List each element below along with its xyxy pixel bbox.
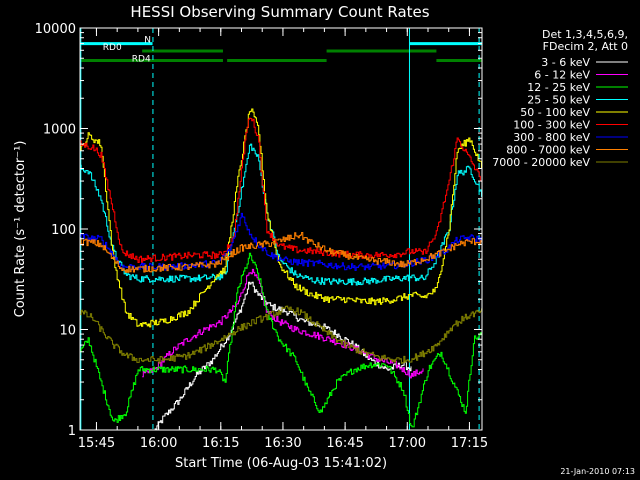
flag-rd4-label: RD4	[132, 54, 151, 64]
legend-label-25-50-kev: 25 - 50 keV	[527, 94, 590, 107]
legend-label-12-25-kev: 12 - 25 keV	[527, 81, 590, 94]
legend-label-800-7000-kev: 800 - 7000 keV	[506, 144, 590, 157]
y-tick-label-10: 10	[59, 324, 76, 339]
legend-label-7000-20000-kev: 7000 - 20000 keV	[492, 156, 590, 169]
x-tick-label-17-00: 17:00	[389, 436, 426, 451]
series-layer	[80, 108, 482, 431]
x-tick-label-16-15: 16:15	[202, 436, 239, 451]
x-tick-label-15-45: 15:45	[78, 436, 115, 451]
flag-n-label: N	[144, 36, 151, 46]
x-tick-label-16-45: 16:45	[326, 436, 363, 451]
y-tick-label-1: 1	[68, 424, 76, 439]
legend-label-3-6-kev: 3 - 6 keV	[541, 56, 590, 69]
series-12-25-kev	[80, 252, 482, 428]
series-7000-20000-kev	[80, 305, 482, 364]
series-800-7000-kev	[80, 232, 482, 273]
flag-rd0-label: RD0	[103, 43, 122, 53]
legend-label-6-12-kev: 6 - 12 keV	[534, 69, 590, 82]
legend-label-100-300-kev: 100 - 300 keV	[513, 119, 590, 132]
series-6-12-kev	[142, 268, 424, 379]
y-tick-label-1000: 1000	[43, 123, 76, 138]
series-50-100-kev	[80, 108, 482, 328]
legend-label-50-100-kev: 50 - 100 keV	[520, 106, 590, 119]
legend-header-line-0: Det 1,3,4,5,6,9,	[542, 28, 628, 41]
y-axis-label: Count Rate (s⁻¹ detector⁻¹)	[13, 141, 28, 318]
y-tick-label-100: 100	[51, 223, 76, 238]
series-100-300-kev	[80, 117, 482, 263]
x-tick-label-16-00: 16:00	[140, 436, 177, 451]
legend-header-line-1: FDecim 2, Att 0	[543, 40, 628, 53]
x-tick-label-16-30: 16:30	[264, 436, 301, 451]
axis-layer: 1 10 100 1000 10000 15:45 16:00 16:15 16:30 16:45…	[35, 22, 489, 451]
series-25-50-kev	[80, 143, 482, 286]
footer-date: 21-Jan-2010 07:13	[560, 467, 635, 476]
x-axis-label: Start Time (06-Aug-03 15:41:02)	[175, 456, 387, 471]
vlines-layer	[80, 28, 480, 430]
flags-layer: N RD0 RD4	[80, 36, 482, 64]
y-tick-label-10000: 10000	[35, 22, 76, 37]
legend-label-300-800-kev: 300 - 800 keV	[513, 131, 590, 144]
legend: Det 1,3,4,5,6,9,FDecim 2, Att 0 3 - 6 keV…	[492, 28, 628, 169]
x-tick-label-17-15: 17:15	[451, 436, 488, 451]
chart-title: HESSI Observing Summary Count Rates	[130, 3, 429, 21]
